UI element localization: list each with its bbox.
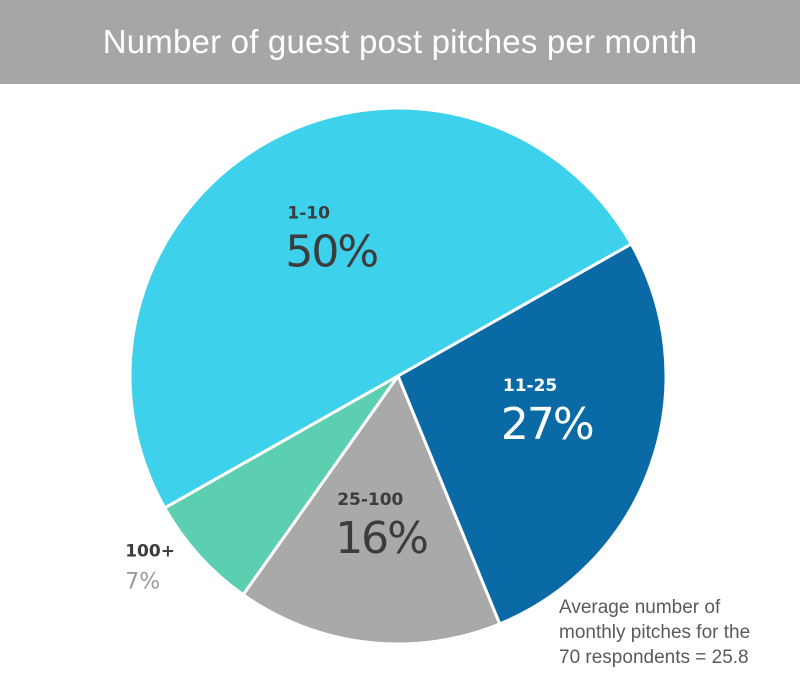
slice-percent-label: 50% (285, 227, 377, 278)
slice-category-label: 11-25 (503, 376, 557, 396)
pie-slice-100+ (163, 374, 400, 597)
average-note-line-3: 70 respondents = 25.8 (559, 647, 749, 668)
slice-category-label: 25-100 (337, 490, 403, 510)
slice-category-label: 100+ (125, 541, 175, 561)
slice-percent-label: 7% (125, 569, 160, 594)
average-note-line-1: Average number of (559, 597, 721, 618)
slice-category-label: 1-10 (287, 204, 330, 224)
slice-percent-label: 27% (501, 399, 593, 450)
pie-slice-25-100 (241, 374, 502, 646)
chart-title: Number of guest post pitches per month (102, 23, 698, 60)
average-note: Average number of monthly pitches for th… (559, 595, 799, 670)
slice-percent-label: 16% (335, 513, 427, 564)
pie-slice-1-10 (128, 106, 633, 510)
chart-header: Number of guest post pitches per month (0, 0, 800, 84)
average-note-line-2: monthly pitches for the (559, 622, 751, 643)
pie-slice-11-25 (396, 242, 668, 626)
